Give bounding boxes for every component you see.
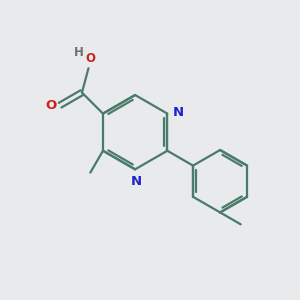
Text: O: O [85,52,95,64]
Text: N: N [131,175,142,188]
Text: O: O [45,99,56,112]
Text: H: H [74,46,84,59]
Text: N: N [173,106,184,118]
